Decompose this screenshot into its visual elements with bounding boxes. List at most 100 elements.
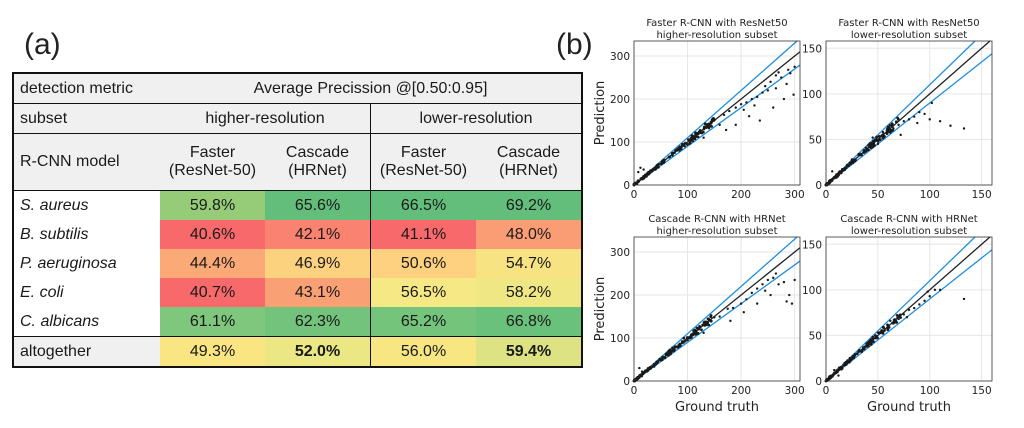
data-point bbox=[761, 283, 764, 286]
data-point bbox=[789, 72, 792, 75]
data-point bbox=[853, 159, 857, 163]
data-point bbox=[871, 337, 875, 341]
data-point bbox=[895, 313, 899, 317]
data-point bbox=[902, 313, 906, 316]
table-row: B. subtilis 40.6% 42.1% 41.1% 48.0% bbox=[13, 220, 582, 249]
data-point bbox=[639, 166, 642, 170]
plot-subtitle: higher-resolution subset bbox=[656, 30, 777, 41]
data-point bbox=[876, 336, 879, 340]
plot-frame bbox=[825, 40, 993, 186]
data-point bbox=[648, 170, 652, 174]
data-point bbox=[638, 373, 642, 377]
data-point bbox=[772, 276, 775, 280]
total-value-cell: 49.3% bbox=[160, 336, 265, 368]
data-point bbox=[710, 124, 714, 128]
x-tick-label: 100 bbox=[678, 189, 698, 201]
data-point bbox=[722, 113, 726, 117]
data-point bbox=[704, 320, 708, 324]
data-point bbox=[742, 311, 745, 314]
x-tick-label: 100 bbox=[920, 189, 940, 201]
data-point bbox=[790, 302, 794, 305]
data-point bbox=[863, 150, 867, 153]
data-point bbox=[866, 148, 870, 152]
data-point bbox=[763, 84, 767, 88]
data-point bbox=[780, 76, 783, 79]
species-label: C. albicans bbox=[20, 312, 100, 330]
total-value-cell: 52.0% bbox=[265, 336, 371, 368]
data-point bbox=[640, 370, 644, 373]
plot-title: Faster R-CNN with ResNet50 bbox=[838, 18, 979, 29]
data-point bbox=[644, 174, 648, 178]
data-point bbox=[652, 364, 656, 368]
data-point bbox=[742, 108, 745, 111]
subset-lower: lower-resolution bbox=[370, 103, 582, 134]
data-point bbox=[883, 329, 886, 332]
x-tick-label: 100 bbox=[920, 385, 940, 397]
x-tick-label: 300 bbox=[785, 385, 805, 397]
data-point bbox=[867, 144, 871, 148]
data-point bbox=[678, 149, 681, 152]
data-point bbox=[694, 333, 697, 336]
table-row: P. aeruginosa 44.4% 46.9% 50.6% 54.7% bbox=[13, 249, 582, 278]
data-point bbox=[671, 152, 674, 155]
data-point bbox=[885, 132, 889, 136]
data-point bbox=[962, 297, 966, 301]
data-point bbox=[928, 118, 931, 121]
plot-subtitle: higher-resolution subset bbox=[656, 226, 777, 237]
data-point bbox=[875, 135, 879, 139]
y-tick-label: 0 bbox=[623, 376, 630, 388]
data-point bbox=[697, 135, 700, 139]
x-tick-label: 50 bbox=[871, 385, 884, 397]
data-point bbox=[892, 322, 895, 325]
data-point bbox=[694, 330, 698, 334]
data-point bbox=[928, 295, 931, 298]
data-point bbox=[876, 138, 880, 142]
data-point bbox=[926, 290, 929, 293]
subset-higher: higher-resolution bbox=[160, 103, 371, 134]
data-point bbox=[702, 331, 705, 335]
tolerance-line bbox=[825, 40, 976, 186]
data-point bbox=[782, 97, 786, 101]
data-point bbox=[713, 119, 716, 122]
data-point bbox=[831, 170, 834, 173]
data-point bbox=[938, 120, 942, 123]
y-tick-label: 0 bbox=[815, 180, 822, 192]
value-cell: 62.3% bbox=[265, 307, 371, 337]
data-point bbox=[734, 123, 737, 127]
model-backbone: (HRNet) bbox=[288, 162, 347, 179]
data-point bbox=[886, 328, 890, 332]
data-point bbox=[837, 374, 840, 377]
data-point bbox=[774, 272, 778, 275]
plot-subtitle: lower-resolution subset bbox=[851, 30, 967, 41]
panel-label-b: (b) bbox=[556, 28, 593, 61]
model-header: Faster (ResNet-50) bbox=[370, 133, 476, 191]
data-point bbox=[766, 89, 770, 92]
data-point bbox=[873, 138, 877, 142]
y-axis-label: Prediction bbox=[593, 81, 608, 146]
data-point bbox=[718, 123, 721, 127]
table-row: S. aureus 59.8% 65.6% 66.5% 69.2% bbox=[13, 190, 582, 220]
y-tick-label: 50 bbox=[809, 134, 822, 146]
data-point bbox=[731, 306, 735, 310]
x-tick-label: 150 bbox=[972, 385, 992, 397]
data-point bbox=[793, 278, 796, 282]
data-point bbox=[890, 124, 894, 128]
data-point bbox=[734, 106, 737, 109]
data-point bbox=[690, 135, 694, 138]
data-point bbox=[694, 131, 698, 135]
y-tick-label: 0 bbox=[623, 180, 630, 192]
data-point bbox=[848, 356, 852, 360]
data-point bbox=[933, 288, 937, 292]
data-point bbox=[833, 368, 836, 372]
x-tick-label: 200 bbox=[731, 385, 751, 397]
data-point bbox=[755, 95, 759, 99]
data-point bbox=[848, 161, 852, 165]
data-point bbox=[705, 123, 709, 126]
data-point bbox=[881, 325, 885, 329]
data-point bbox=[839, 171, 843, 175]
y-tick-label: 200 bbox=[610, 94, 630, 106]
total-label: altogether bbox=[13, 336, 160, 368]
data-point bbox=[890, 122, 894, 126]
data-point bbox=[881, 332, 885, 335]
data-point bbox=[750, 97, 754, 101]
